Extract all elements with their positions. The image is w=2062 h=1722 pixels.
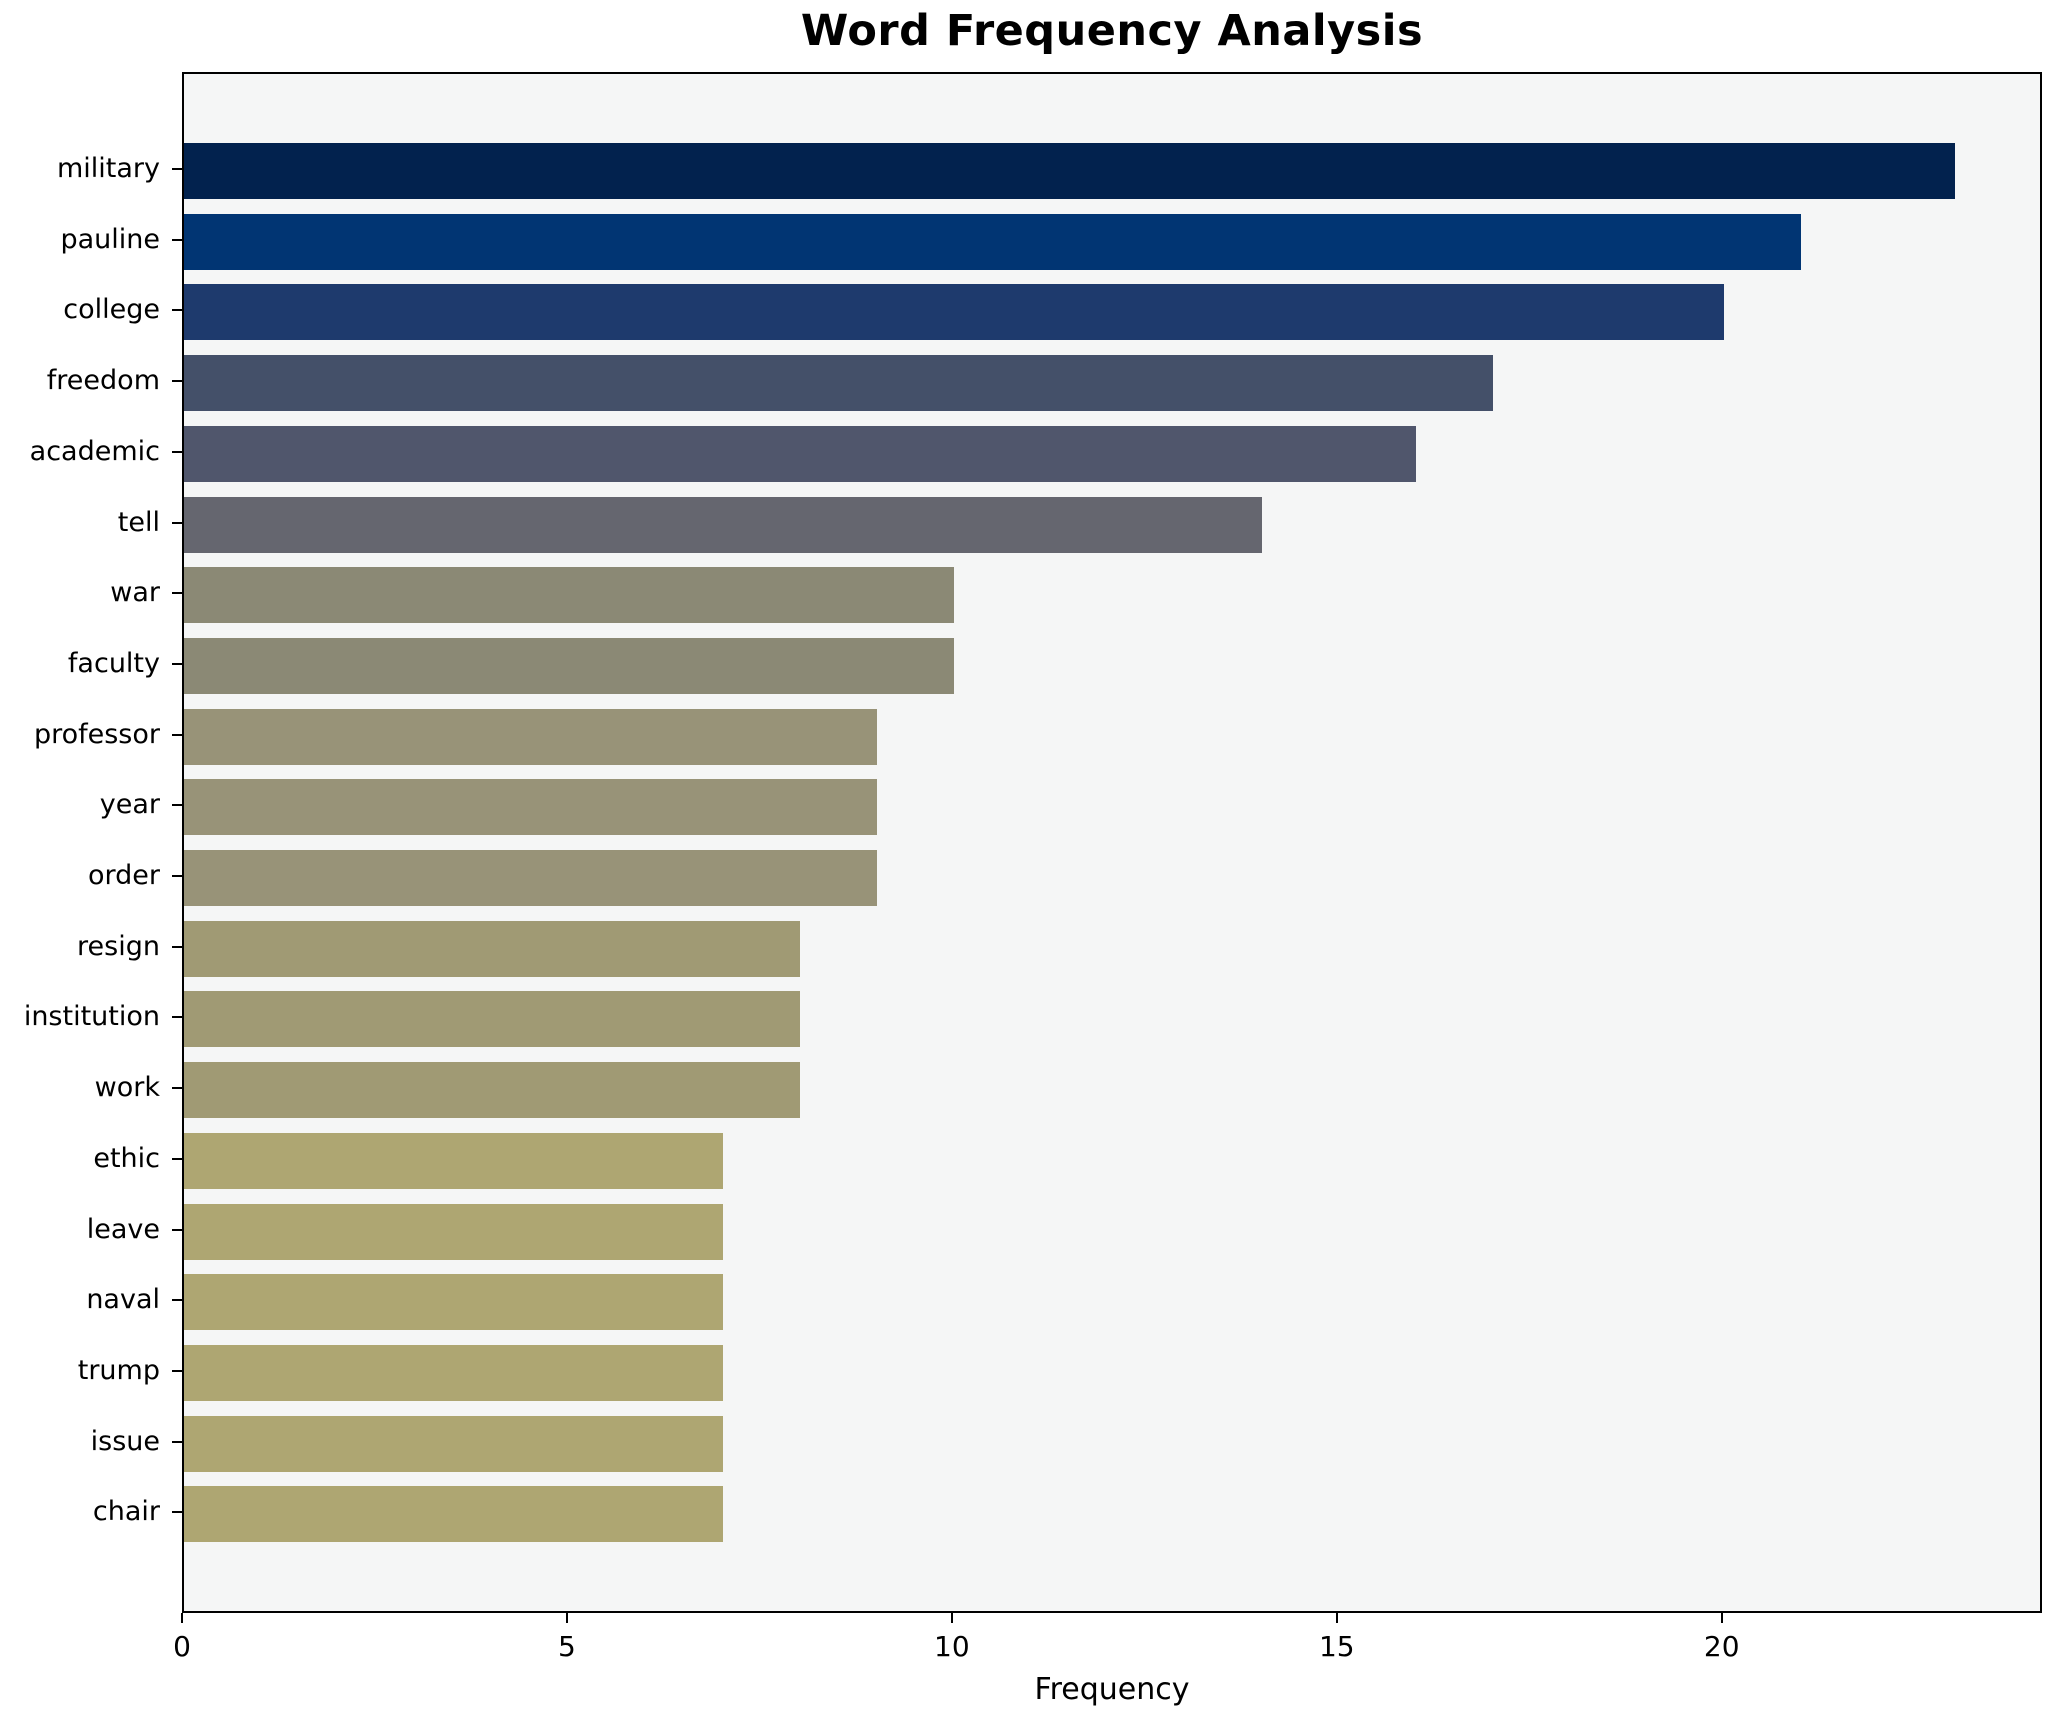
y-tick-mark bbox=[172, 380, 182, 383]
bar bbox=[184, 991, 800, 1048]
y-tick-mark bbox=[172, 309, 182, 312]
y-tick-mark bbox=[172, 521, 182, 524]
x-tick-mark bbox=[950, 1613, 953, 1623]
y-tick-label: trump bbox=[77, 1354, 160, 1386]
y-tick-mark bbox=[172, 592, 182, 595]
x-tick-mark bbox=[565, 1613, 568, 1623]
x-tick-mark bbox=[181, 1613, 183, 1623]
x-tick-label: 10 bbox=[934, 1630, 970, 1663]
y-tick-mark bbox=[172, 238, 182, 241]
y-tick-mark bbox=[172, 1369, 182, 1372]
bar bbox=[184, 1274, 723, 1331]
y-tick-label: year bbox=[99, 789, 160, 821]
y-tick-mark bbox=[172, 875, 182, 877]
y-tick-mark bbox=[172, 733, 182, 736]
bar bbox=[184, 496, 1262, 553]
bar bbox=[184, 1415, 723, 1472]
y-tick-label: issue bbox=[90, 1425, 160, 1457]
y-tick-label: naval bbox=[86, 1284, 160, 1316]
y-tick-label: tell bbox=[117, 506, 160, 538]
bar bbox=[184, 1486, 723, 1543]
chart-title: Word Frequency Analysis bbox=[800, 6, 1424, 56]
y-tick-mark bbox=[172, 1087, 182, 1090]
x-tick-label: 15 bbox=[1318, 1630, 1355, 1663]
y-tick-mark bbox=[172, 450, 182, 453]
bar bbox=[184, 143, 1955, 199]
y-tick-mark bbox=[172, 1299, 182, 1302]
x-tick-label: 0 bbox=[173, 1630, 191, 1663]
bar bbox=[184, 355, 1493, 412]
y-tick-label: leave bbox=[86, 1213, 160, 1245]
bar bbox=[184, 1132, 723, 1189]
y-tick-label: college bbox=[63, 294, 160, 326]
bar bbox=[184, 637, 954, 694]
y-tick-label: pauline bbox=[60, 223, 160, 255]
y-tick-label: freedom bbox=[46, 365, 160, 397]
bar bbox=[184, 920, 800, 977]
y-tick-mark bbox=[172, 1016, 182, 1019]
bar bbox=[184, 425, 1416, 482]
bar bbox=[184, 1344, 723, 1401]
y-tick-mark bbox=[172, 662, 182, 665]
y-tick-label: order bbox=[88, 860, 160, 891]
x-tick-mark bbox=[1720, 1613, 1723, 1623]
bar bbox=[184, 1062, 800, 1119]
x-tick-label: 20 bbox=[1703, 1630, 1740, 1663]
bar bbox=[184, 779, 877, 836]
y-tick-mark bbox=[172, 1440, 182, 1443]
bar bbox=[184, 284, 1724, 341]
y-tick-mark bbox=[172, 168, 182, 170]
y-tick-mark bbox=[172, 1157, 182, 1160]
y-tick-label: ethic bbox=[93, 1142, 160, 1174]
y-tick-label: professor bbox=[33, 718, 160, 750]
y-tick-label: institution bbox=[23, 1001, 160, 1033]
y-tick-label: resign bbox=[77, 930, 160, 962]
y-tick-mark bbox=[172, 1511, 182, 1514]
bar bbox=[184, 567, 954, 624]
x-tick-mark bbox=[1335, 1613, 1338, 1623]
plot-area bbox=[182, 72, 2042, 1613]
bar bbox=[184, 850, 877, 906]
y-tick-mark bbox=[172, 804, 182, 807]
y-tick-label: war bbox=[110, 577, 160, 609]
y-tick-mark bbox=[172, 1228, 182, 1231]
bar bbox=[184, 1203, 723, 1260]
x-axis-title: Frequency bbox=[1034, 1672, 1190, 1707]
y-tick-label: work bbox=[94, 1072, 160, 1104]
y-tick-label: academic bbox=[29, 435, 160, 467]
x-tick-label: 5 bbox=[558, 1630, 576, 1663]
y-tick-mark bbox=[172, 945, 182, 948]
bar bbox=[184, 708, 877, 765]
y-tick-label: military bbox=[56, 153, 160, 184]
bar bbox=[184, 213, 1801, 270]
y-tick-label: chair bbox=[92, 1496, 160, 1528]
y-tick-label: faculty bbox=[67, 647, 160, 679]
